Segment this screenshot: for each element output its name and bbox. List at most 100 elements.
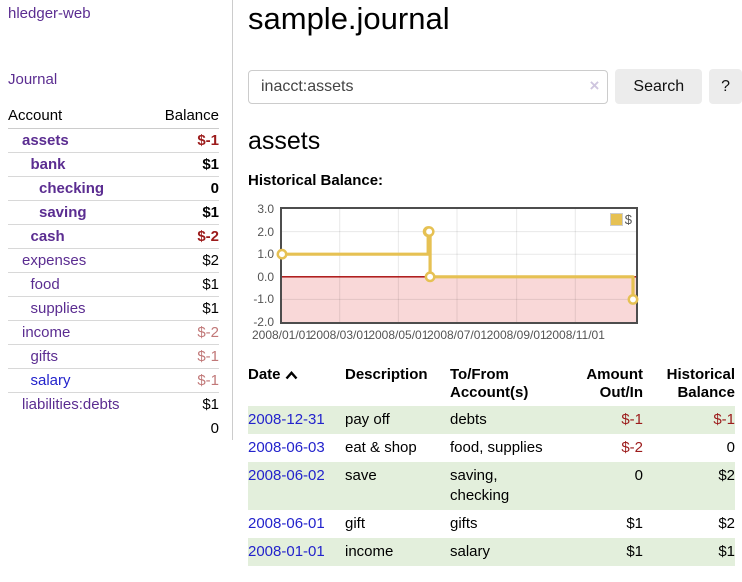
description-cell: income [345,543,394,560]
chart-title: Historical Balance: [248,172,384,189]
main-content: sample.journal × Search ? assets Histori… [248,0,742,566]
account-link-cash[interactable]: cash [30,228,65,245]
amount-cell: 0 [634,467,643,484]
x-tick-label: 2008/09/01 [486,328,547,342]
accounts-cell: debts [450,411,487,428]
legend-swatch [609,213,623,226]
account-link-liabilities-debts[interactable]: liabilities:debts [22,396,120,413]
chart-plot-area[interactable]: $ [276,207,639,324]
account-balance: $-1 [149,344,219,369]
search-button[interactable]: Search [615,69,703,104]
date-link[interactable]: 2008-06-02 [248,467,325,484]
account-link-supplies[interactable]: supplies [30,300,86,317]
accounts-total-row: 0 [8,416,219,441]
account-balance: $-1 [197,132,219,149]
x-tick-label: 2008/03/01 [309,328,370,342]
search-input[interactable] [248,70,609,104]
account-link-assets[interactable]: assets [22,132,69,149]
x-tick-label: 2008/05/01 [368,328,429,342]
account-balance: $1 [149,272,219,297]
y-tick-label: 3.0 [257,202,274,216]
description-cell: eat & shop [345,439,417,456]
date-link[interactable]: 2008-01-01 [248,543,325,560]
sidebar: hledger-web Journal Account Balance asse… [0,0,233,440]
accounts-header-account: Account [8,104,150,129]
account-link-expenses[interactable]: expenses [22,252,87,269]
chart-y-axis-labels: 3.0 2.0 1.0 0.0 -1.0 -2.0 [248,202,276,329]
clear-search-icon[interactable]: × [589,76,600,95]
account-row: assets $-1 [8,129,219,153]
account-balance: $1 [149,392,219,416]
y-tick-label: -2.0 [253,315,274,329]
register-row: 2008-01-01 income salary $1 $1 [248,538,735,566]
amount-cell: $1 [626,515,643,532]
balance-cell: $2 [718,515,735,532]
account-balance: $1 [149,296,219,321]
date-link[interactable]: 2008-12-31 [248,411,325,428]
account-balance: $-2 [149,224,219,249]
accounts-cell: food, supplies [450,439,543,456]
accounts-table: Account Balance assets $-1 bank $1 checking 0… [8,104,219,441]
y-tick-label: 0.0 [257,269,274,284]
sidebar-item-journal[interactable]: Journal [8,71,58,88]
account-row: supplies $1 [8,296,219,321]
account-link-salary[interactable]: salary [30,372,71,389]
date-link[interactable]: 2008-06-03 [248,439,325,456]
balance-cell: $2 [718,467,735,484]
account-link-gifts[interactable]: gifts [30,348,59,365]
account-balance: $-1 [149,368,219,393]
account-balance: $2 [149,248,219,273]
accounts-header-balance: Balance [149,104,219,129]
chart-canvas [276,209,639,322]
search-input-wrap: × [248,69,609,104]
account-row: bank $1 [8,152,219,177]
app-title-link[interactable]: hledger-web [8,5,91,22]
chart-x-axis-labels: 2008/01/01 2008/03/01 2008/05/01 2008/07/01… [252,328,638,343]
sort-ascending-icon [285,370,297,380]
account-balance: $1 [149,200,219,225]
account-link-income[interactable]: income [22,324,71,341]
account-link-bank[interactable]: bank [30,156,66,173]
account-link-checking[interactable]: checking [39,180,105,197]
account-balance: 0 [149,176,219,201]
x-tick-label: 2008/01/01 [251,328,313,342]
account-link-saving[interactable]: saving [39,204,87,221]
register-header-description: Description [345,366,428,383]
description-cell: gift [345,515,366,532]
register-table: Date Description To/From Account(s) Amou… [248,364,735,566]
page-title: sample.journal [248,1,450,36]
accounts-cell: salary [450,543,491,560]
amount-cell: $-2 [621,439,643,456]
register-header-account: To/From Account(s) [450,366,529,401]
balance-cell: $-1 [713,411,735,428]
register-row: 2008-12-31 pay off debts $-1 $-1 [248,406,735,434]
historical-balance-chart: 3.0 2.0 1.0 0.0 -1.0 -2.0 $ 2008/01/01 2008/03… [248,202,742,344]
x-tick-label: 2008/11/01 [545,328,605,342]
account-row: saving $1 [8,200,219,225]
search-bar: × Search ? [248,69,742,104]
y-tick-label: 2.0 [257,224,274,239]
accounts-cell: saving, checking [450,467,510,504]
chart-legend: $ [608,212,633,227]
account-heading: assets [248,127,321,155]
legend-label: $ [624,212,632,227]
register-row: 2008-06-02 save saving, checking 0 $2 [248,462,735,510]
description-cell: pay off [345,411,390,428]
register-row: 2008-06-03 eat & shop food, supplies $-2 0 [248,434,735,462]
account-row: food $1 [8,272,219,297]
help-button[interactable]: ? [709,69,742,104]
register-header-date[interactable]: Date [248,364,345,406]
account-row: salary $-1 [8,368,219,393]
register-header-row: Date Description To/From Account(s) Amou… [248,364,735,406]
account-row: income $-2 [8,320,219,345]
account-link-food[interactable]: food [30,276,60,293]
register-row: 2008-06-01 gift gifts $1 $2 [248,510,735,538]
y-tick-label: -1.0 [253,292,274,307]
account-row: expenses $2 [8,248,219,273]
date-link[interactable]: 2008-06-01 [248,515,325,532]
account-row: liabilities:debts $1 [8,392,219,416]
register-header-amount: Amount Out/In [586,366,643,401]
amount-cell: $1 [626,543,643,560]
balance-cell: $1 [718,543,735,560]
